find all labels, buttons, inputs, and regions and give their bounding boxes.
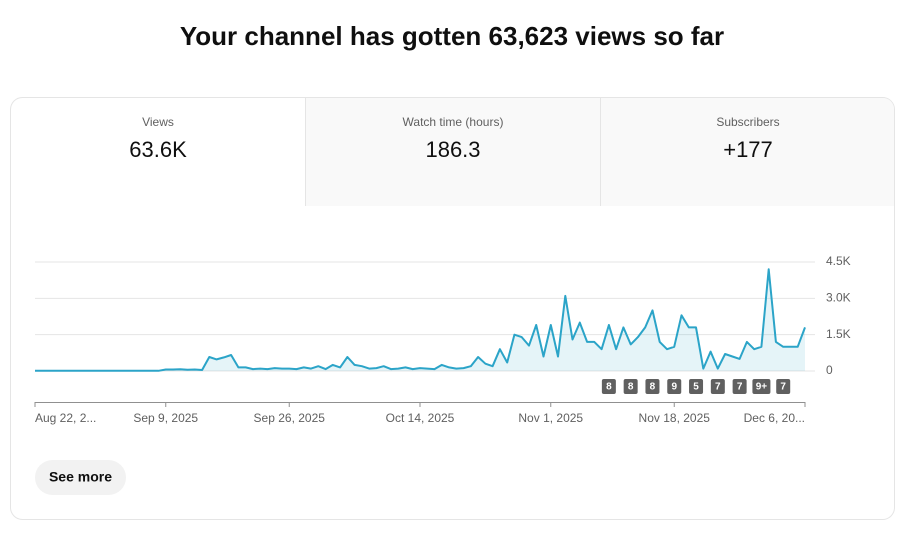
video-marker-label: 8	[650, 382, 656, 393]
y-tick-label: 0	[826, 363, 833, 377]
video-marker[interactable]: 8	[645, 379, 660, 394]
video-marker[interactable]: 7	[710, 379, 725, 394]
x-tick-label: Sep 26, 2025	[254, 411, 326, 425]
video-marker-badge	[752, 379, 771, 394]
x-tick-label: Nov 1, 2025	[518, 411, 583, 425]
video-marker-badge	[710, 379, 725, 394]
x-tick-label: Sep 9, 2025	[133, 411, 198, 425]
y-tick-label: 4.5K	[826, 254, 851, 268]
video-marker-badge	[689, 379, 704, 394]
video-marker-badge	[732, 379, 747, 394]
tab-value: +177	[723, 137, 773, 162]
video-marker-badge	[601, 379, 616, 394]
video-marker[interactable]: 9	[667, 379, 682, 394]
page-title: Your channel has gotten 63,623 views so …	[180, 21, 724, 51]
video-marker-badge	[667, 379, 682, 394]
tab-label: Subscribers	[716, 115, 779, 129]
video-marker[interactable]: 8	[623, 379, 638, 394]
video-marker-label: 7	[780, 382, 786, 393]
video-marker-badge	[776, 379, 791, 394]
tab-label: Watch time (hours)	[403, 115, 504, 129]
x-tick-label: Nov 18, 2025	[639, 411, 711, 425]
tab-label: Views	[142, 115, 174, 129]
video-marker[interactable]: 5	[689, 379, 704, 394]
y-tick-label: 3.0K	[826, 291, 851, 305]
video-marker-badge	[645, 379, 660, 394]
chart: 0 1.5K 3.0K 4.5K Aug 22, 2... Sep 9, 2025 Sep …	[34, 254, 851, 425]
video-marker-label: 8	[628, 382, 634, 393]
tab-value: 63.6K	[129, 137, 187, 162]
tab-background	[305, 98, 894, 206]
tab[interactable]: Watch time (hours) 186.3	[403, 115, 504, 162]
video-marker-label: 8	[606, 382, 612, 393]
line	[35, 268, 806, 372]
video-marker-label: 7	[715, 382, 721, 393]
video-marker[interactable]: 7	[732, 379, 747, 394]
x-tick-label: Aug 22, 2...	[35, 411, 96, 425]
video-marker-badge	[623, 379, 638, 394]
tab[interactable]: Subscribers +177	[716, 115, 779, 162]
tab[interactable]: Views 63.6K	[129, 115, 187, 162]
tab-value: 186.3	[425, 137, 480, 162]
x-tick-label: Dec 6, 20...	[744, 411, 805, 425]
video-marker-label: 9+	[756, 382, 768, 393]
video-marker-label: 9	[671, 382, 677, 393]
y-tick-label: 1.5K	[826, 327, 851, 341]
area	[35, 269, 805, 371]
video-marker[interactable]: 8	[601, 379, 616, 394]
see-more-button[interactable]	[35, 460, 126, 495]
video-marker-label: 7	[737, 382, 743, 393]
x-tick-label: Oct 14, 2025	[386, 411, 455, 425]
video-marker-label: 5	[693, 382, 699, 393]
button-label: See more	[49, 469, 112, 485]
video-marker[interactable]: 9+	[752, 379, 771, 394]
video-marker[interactable]: 7	[776, 379, 791, 394]
